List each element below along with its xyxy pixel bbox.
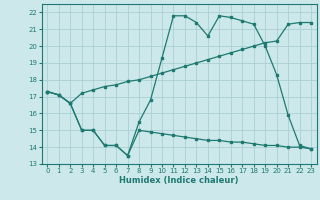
X-axis label: Humidex (Indice chaleur): Humidex (Indice chaleur) [119, 176, 239, 185]
